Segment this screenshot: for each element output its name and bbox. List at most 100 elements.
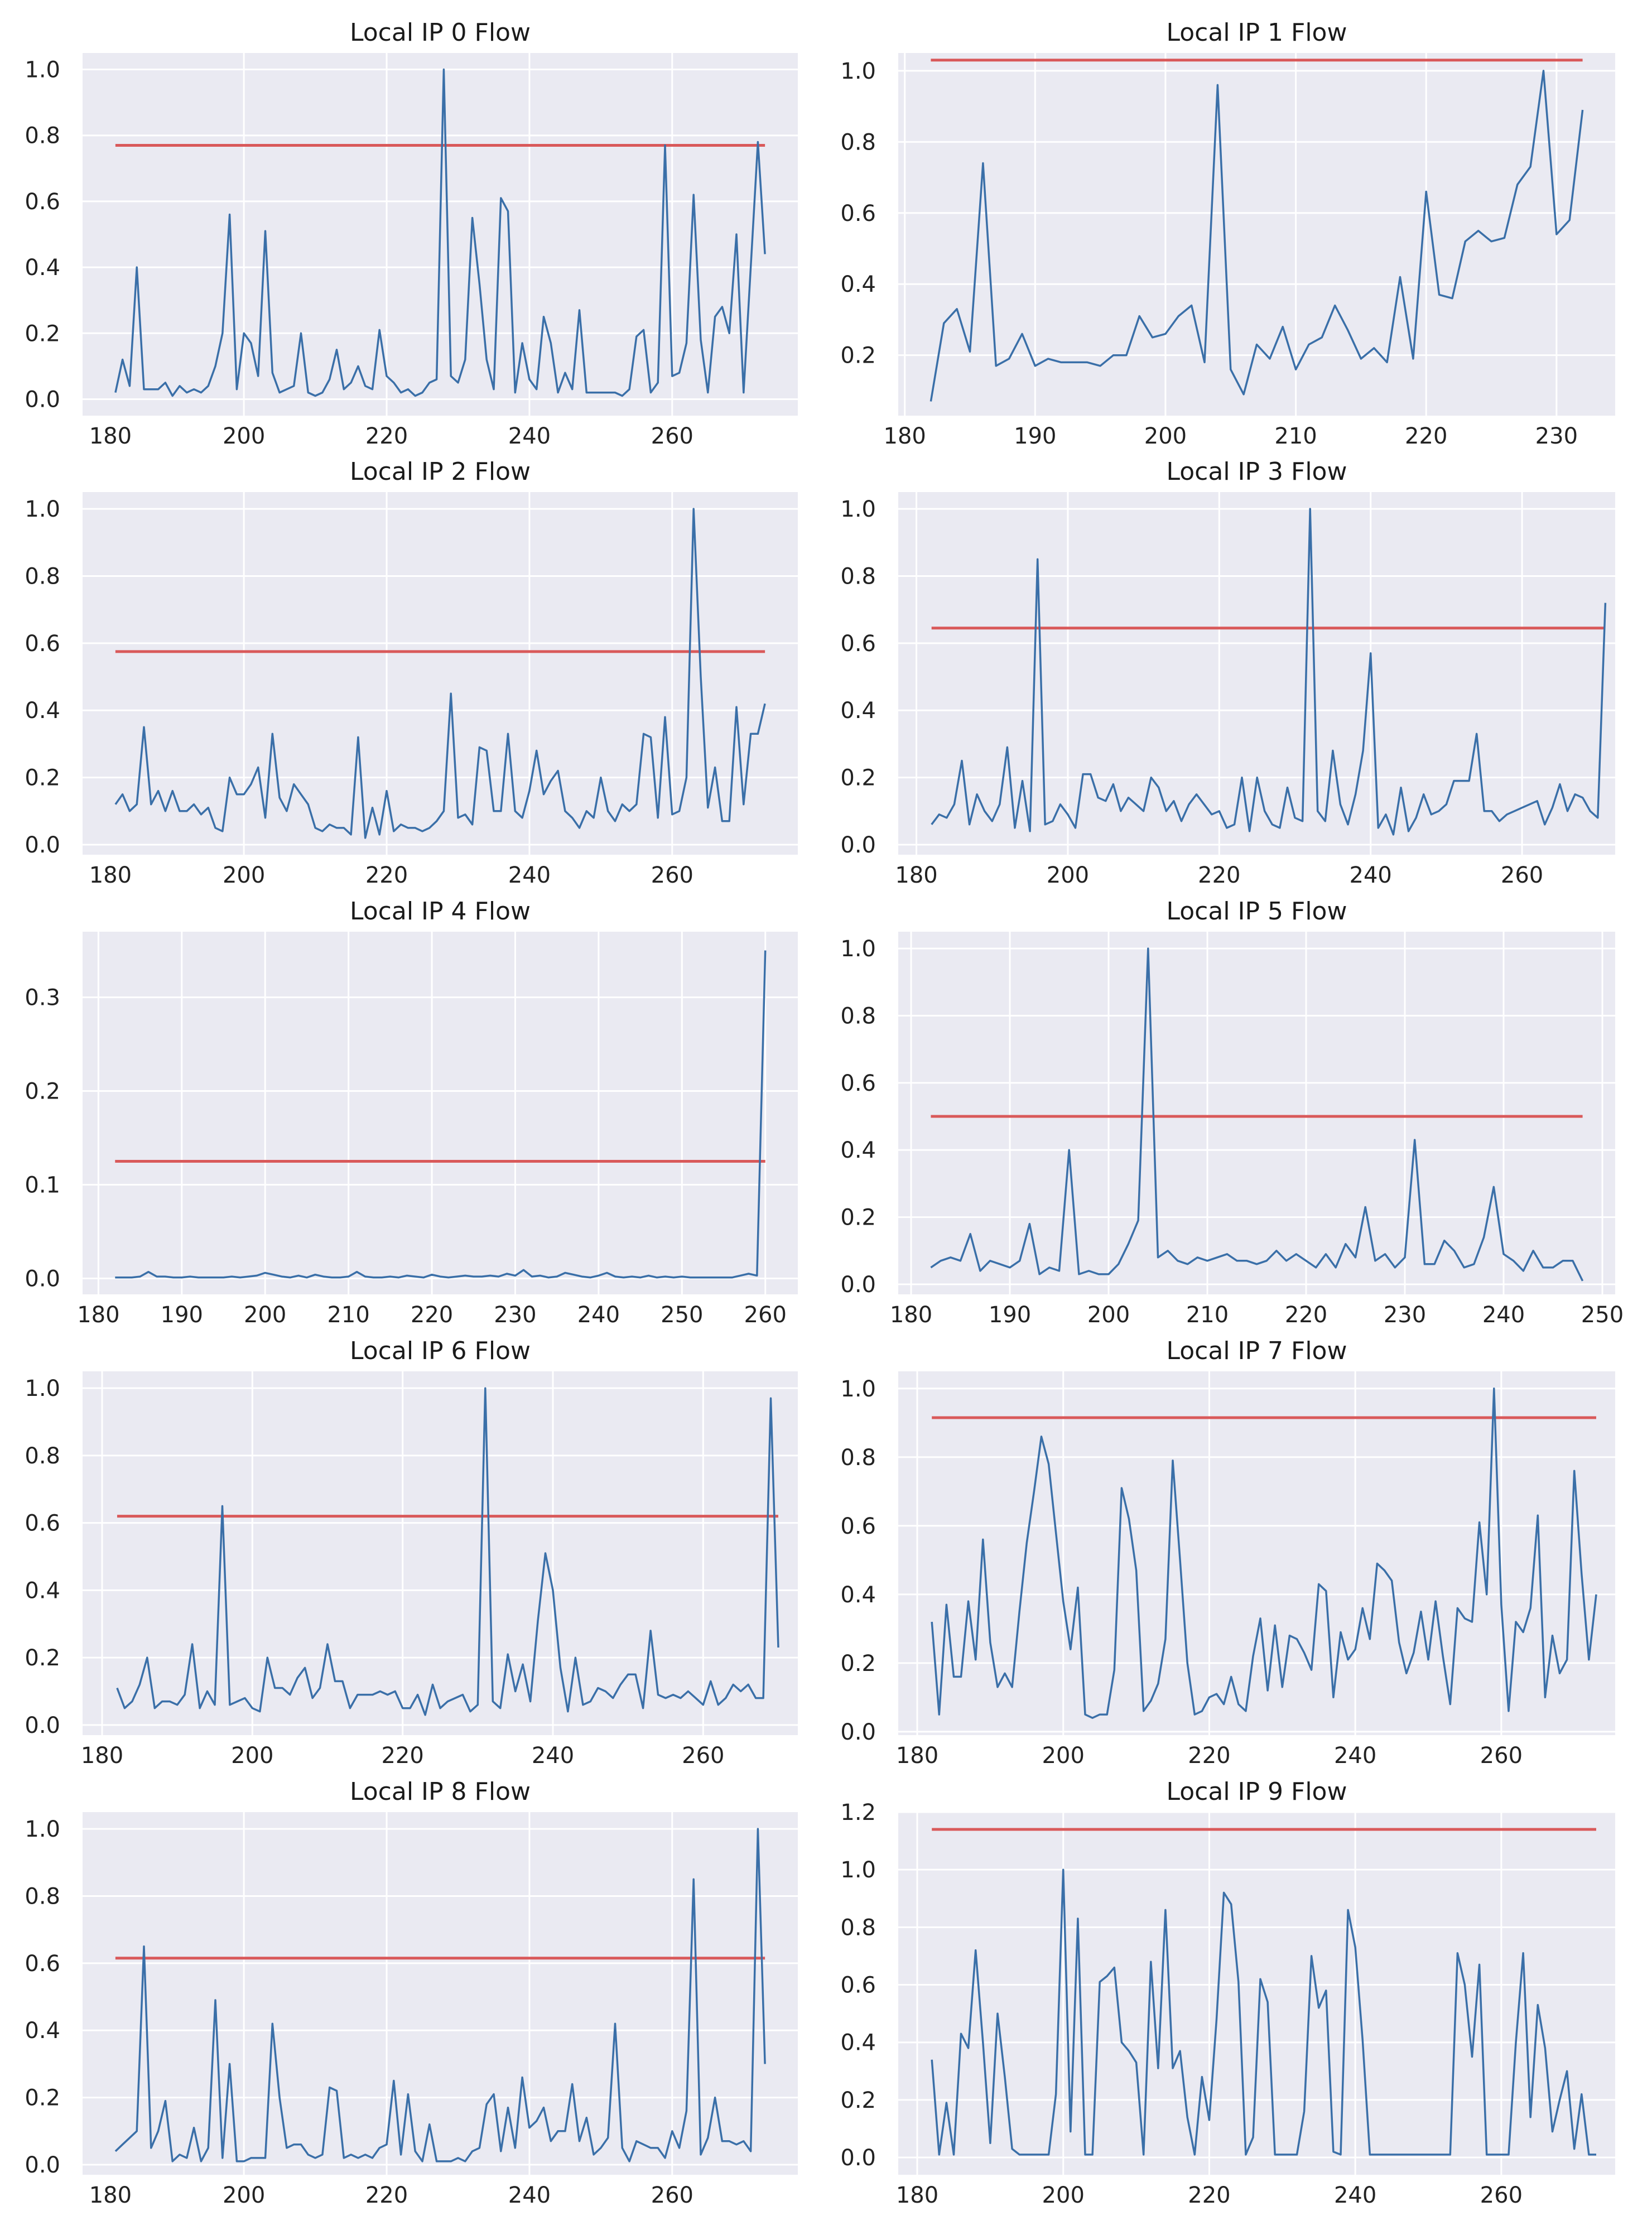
y-tick-label: 1.2 bbox=[840, 1800, 876, 1825]
plot-area bbox=[83, 492, 798, 855]
chart-title: Local IP 9 Flow bbox=[1167, 1778, 1347, 1806]
chart-panel-8: Local IP 8 Flow 200 220 240 260 180 0.0 0.2 0.4 0… bbox=[25, 1778, 798, 2208]
x-tick-label: 240 bbox=[508, 2183, 551, 2208]
flow-series-line bbox=[931, 1868, 1596, 2156]
x-tick-label: 220 bbox=[365, 863, 408, 888]
y-tick-label: 0.6 bbox=[840, 1514, 876, 1539]
flow-series-line bbox=[114, 68, 766, 397]
chart-title: Local IP 1 Flow bbox=[1167, 18, 1347, 47]
x-tick-label: 180 bbox=[896, 1743, 938, 1769]
x-tick-label: 180 bbox=[89, 863, 132, 888]
x-tick-label: 220 bbox=[1198, 863, 1240, 888]
y-tick-label: 0.2 bbox=[840, 2088, 876, 2113]
x-tick-label: 200 bbox=[223, 863, 265, 888]
y-tick-label: 0.4 bbox=[25, 1578, 60, 1603]
x-tick-label: 260 bbox=[1501, 863, 1543, 888]
x-tick-label: 220 bbox=[1285, 1302, 1327, 1328]
y-tick-label: 0.2 bbox=[25, 2085, 60, 2111]
y-tick-label: 0.4 bbox=[840, 1582, 876, 1608]
chart-panel-0: Local IP 0 Flow 200 220 240 260 180 0.0 0.2 0.4 0… bbox=[25, 18, 798, 449]
x-tick-label: 260 bbox=[744, 1302, 787, 1328]
y-tick-label: 0.2 bbox=[840, 1205, 876, 1231]
y-tick-label: 0.0 bbox=[25, 1713, 60, 1738]
plot-area bbox=[83, 1371, 798, 1735]
x-tick-label: 240 bbox=[1334, 2183, 1376, 2208]
chart-title: Local IP 6 Flow bbox=[350, 1337, 531, 1365]
y-tick-label: 0.6 bbox=[840, 631, 876, 657]
y-tick-label: 1.0 bbox=[25, 57, 60, 83]
y-tick-label: 0.8 bbox=[840, 1445, 876, 1471]
y-tick-label: 0.8 bbox=[25, 563, 60, 589]
x-tick-label: 240 bbox=[508, 423, 551, 449]
x-tick-label: 220 bbox=[365, 423, 408, 449]
x-tick-label: 180 bbox=[81, 1743, 123, 1769]
x-tick-label: 180 bbox=[895, 863, 937, 888]
y-tick-label: 0.2 bbox=[840, 343, 876, 369]
y-tick-label: 0.1 bbox=[25, 1172, 60, 1198]
flow-series-line bbox=[116, 1387, 779, 1716]
chart-title: Local IP 0 Flow bbox=[350, 18, 531, 47]
x-tick-label: 180 bbox=[896, 2183, 938, 2208]
y-tick-label: 0.6 bbox=[840, 1071, 876, 1096]
y-tick-label: 0.0 bbox=[25, 1266, 60, 1292]
chart-title: Local IP 5 Flow bbox=[1167, 897, 1347, 926]
flow-series-line bbox=[114, 508, 766, 839]
x-tick-label: 260 bbox=[651, 863, 693, 888]
y-tick-label: 0.2 bbox=[25, 321, 60, 346]
plot-area bbox=[898, 492, 1615, 855]
y-tick-label: 0.8 bbox=[25, 1443, 60, 1469]
y-tick-label: 1.0 bbox=[840, 1857, 876, 1883]
y-tick-label: 0.6 bbox=[25, 631, 60, 657]
chart-title: Local IP 3 Flow bbox=[1167, 457, 1347, 486]
chart-panel-6: Local IP 6 Flow 180 200 220 240 260 0.0 0.2 0.4 0… bbox=[25, 1337, 798, 1769]
x-tick-label: 220 bbox=[1188, 1743, 1230, 1769]
x-tick-label: 230 bbox=[1535, 423, 1578, 449]
y-tick-label: 0.8 bbox=[840, 1915, 876, 1940]
chart-panel-3: Local IP 3 Flow 180 200 220 240 260 0.0 0.2 0.4 0… bbox=[840, 457, 1615, 888]
x-tick-label: 230 bbox=[494, 1302, 536, 1328]
y-tick-label: 0.8 bbox=[840, 563, 876, 589]
y-tick-label: 1.0 bbox=[840, 497, 876, 522]
x-tick-label: 220 bbox=[1188, 2183, 1230, 2208]
x-tick-label: 240 bbox=[508, 863, 551, 888]
y-tick-label: 1.0 bbox=[840, 936, 876, 962]
flow-series-line bbox=[929, 70, 1584, 402]
y-tick-label: 0.4 bbox=[25, 2018, 60, 2044]
x-tick-label: 200 bbox=[231, 1743, 273, 1769]
x-tick-label: 260 bbox=[651, 423, 693, 449]
x-tick-label: 190 bbox=[1014, 423, 1056, 449]
y-tick-label: 0.2 bbox=[25, 1079, 60, 1105]
x-tick-label: 220 bbox=[411, 1302, 453, 1328]
y-tick-label: 0.8 bbox=[25, 123, 60, 149]
y-tick-label: 0.6 bbox=[25, 1951, 60, 1977]
x-tick-label: 240 bbox=[1482, 1302, 1525, 1328]
y-tick-label: 1.0 bbox=[25, 497, 60, 522]
x-tick-label: 200 bbox=[1087, 1302, 1130, 1328]
x-tick-label: 250 bbox=[1581, 1302, 1624, 1328]
y-tick-label: 0.2 bbox=[25, 765, 60, 791]
x-tick-label: 180 bbox=[884, 423, 926, 449]
flow-series-line bbox=[931, 508, 1607, 836]
y-tick-label: 0.4 bbox=[840, 698, 876, 724]
x-tick-label: 180 bbox=[890, 1302, 932, 1328]
y-tick-label: 0.4 bbox=[840, 1138, 876, 1163]
x-tick-label: 210 bbox=[327, 1302, 369, 1328]
x-tick-label: 220 bbox=[1405, 423, 1447, 449]
chart-panel-2: Local IP 2 Flow 200 220 240 260 180 0.0 0.2 0.4 0… bbox=[25, 457, 798, 888]
chart-panel-9: Local IP 9 Flow 180 200 220 240 260 0.0 0.2 0.4 0… bbox=[840, 1778, 1615, 2208]
chart-panel-7: Local IP 7 Flow 180 200 220 240 260 0.0 0.2 0.4 0… bbox=[840, 1337, 1615, 1769]
chart-panel-4: Local IP 4 Flow 180 190 200 210 220 230 240 250 2… bbox=[25, 897, 798, 1328]
y-tick-label: 0.4 bbox=[840, 2030, 876, 2056]
y-tick-label: 0.4 bbox=[840, 272, 876, 297]
x-tick-label: 240 bbox=[1334, 1743, 1376, 1769]
x-tick-label: 220 bbox=[365, 2183, 408, 2208]
y-tick-label: 0.6 bbox=[840, 1973, 876, 1998]
y-tick-label: 0.6 bbox=[25, 189, 60, 215]
x-tick-label: 200 bbox=[244, 1302, 286, 1328]
y-tick-label: 0.2 bbox=[25, 1645, 60, 1671]
y-tick-label: 1.0 bbox=[25, 1376, 60, 1401]
y-tick-label: 0.6 bbox=[25, 1511, 60, 1536]
chart-title: Local IP 2 Flow bbox=[350, 457, 531, 486]
y-tick-label: 0.0 bbox=[840, 2145, 876, 2171]
